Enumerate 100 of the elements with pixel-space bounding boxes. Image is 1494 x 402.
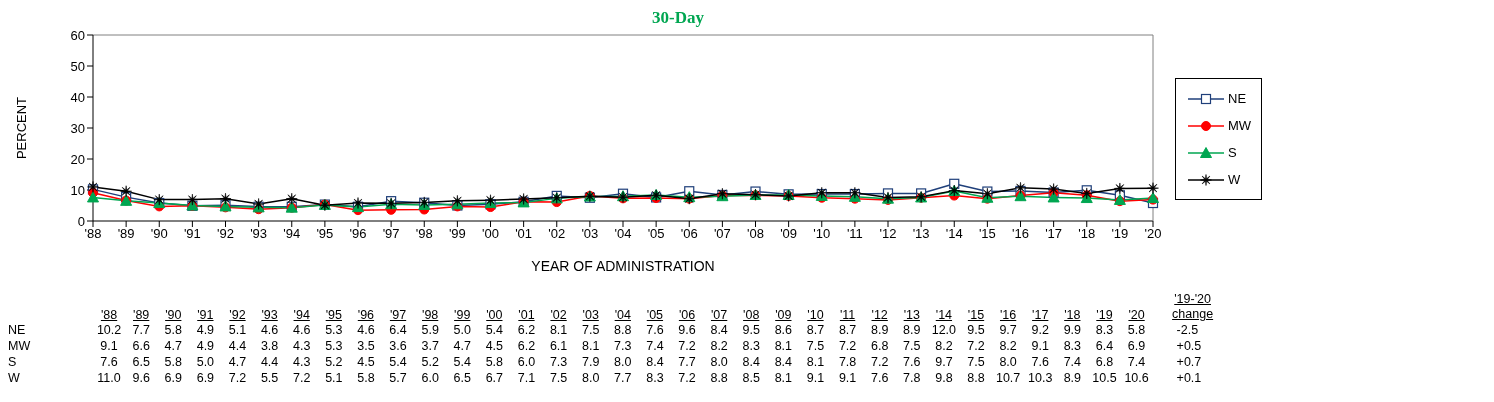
data-label: 9.6 <box>131 370 151 386</box>
data-label: 7.6 <box>1030 354 1050 370</box>
data-label: 8.0 <box>998 354 1018 370</box>
legend-label: MW <box>1228 118 1252 133</box>
x-tick-label: '89 <box>117 226 135 242</box>
x-tick-label: '05 <box>647 226 665 242</box>
data-label: 7.7 <box>131 322 151 338</box>
x-tick-label: '88 <box>84 226 102 242</box>
x-tick-label: '18 <box>1078 226 1096 242</box>
text: +0.5 <box>1175 338 1203 354</box>
data-label: 8.0 <box>581 370 601 386</box>
x-tick-label: '95 <box>316 226 334 242</box>
data-label: 7.3 <box>613 338 633 354</box>
data-label: 8.2 <box>998 338 1018 354</box>
x-tick-label: '97 <box>382 226 400 242</box>
text: W <box>8 371 20 385</box>
data-label: 5.8 <box>163 322 183 338</box>
category-label: '09 <box>775 308 792 322</box>
x-tick-label: '11 <box>846 226 863 242</box>
data-label: 12.0 <box>930 322 958 338</box>
data-label: 7.2 <box>677 370 697 386</box>
data-label: 4.9 <box>195 338 216 354</box>
category-label: '13 <box>903 308 920 322</box>
y-tick-label: 10 <box>70 182 85 198</box>
data-label: 3.5 <box>356 338 376 354</box>
data-label: 6.0 <box>516 354 537 370</box>
data-label: 8.1 <box>773 370 794 386</box>
data-label: 9.1 <box>805 370 826 386</box>
data-label: 7.7 <box>613 370 633 386</box>
data-label: 10.7 <box>994 370 1022 386</box>
data-label: 9.1 <box>99 338 119 354</box>
data-label: 10.5 <box>1091 370 1118 386</box>
text: NE <box>8 323 26 337</box>
y-axis-title: PERCENT <box>13 96 29 160</box>
x-tick-label: '96 <box>349 226 367 242</box>
data-label: 6.4 <box>388 322 408 338</box>
data-label: 7.5 <box>581 322 601 338</box>
data-label: 9.5 <box>966 322 986 338</box>
data-label: 4.7 <box>227 354 248 370</box>
data-label: 7.2 <box>292 370 312 386</box>
data-label: 8.1 <box>548 322 569 338</box>
y-tick-label: 0 <box>77 213 85 229</box>
y-tick-label: 50 <box>70 58 85 74</box>
category-label: '90 <box>165 308 182 322</box>
x-tick-label: '12 <box>879 226 897 242</box>
x-tick-label: '07 <box>713 226 731 242</box>
data-label: 7.7 <box>677 354 697 370</box>
data-label: 9.8 <box>934 370 954 386</box>
x-tick-label: '90 <box>150 226 168 242</box>
x-tick-label: '01 <box>515 226 533 242</box>
data-label: 4.3 <box>292 354 312 370</box>
data-label: 7.5 <box>902 338 922 354</box>
category-label: '95 <box>325 308 342 322</box>
data-label: 8.0 <box>709 354 729 370</box>
data-label: 7.6 <box>645 322 665 338</box>
data-label: 10.2 <box>95 322 123 338</box>
text: MW <box>8 339 31 353</box>
category-label: '06 <box>678 308 696 322</box>
x-tick-label: '19 <box>1111 226 1129 242</box>
data-label: 9.6 <box>677 322 697 338</box>
x-tick-label: '02 <box>548 226 566 242</box>
text: S <box>8 355 17 369</box>
data-label: 5.5 <box>259 370 280 386</box>
x-tick-label: '93 <box>250 226 268 242</box>
data-label: 8.8 <box>966 370 986 386</box>
data-label: 8.3 <box>1062 338 1083 354</box>
data-label: 7.1 <box>516 370 537 386</box>
data-label: 3.8 <box>259 338 280 354</box>
text: +0.1 <box>1175 370 1203 386</box>
x-tick-label: '98 <box>415 226 433 242</box>
data-label: 6.5 <box>452 370 472 386</box>
x-tick-label: '94 <box>283 226 301 242</box>
category-label: '08 <box>743 308 760 322</box>
data-label: 5.1 <box>324 370 344 386</box>
data-label: 7.6 <box>870 370 890 386</box>
category-label: '98 <box>422 308 439 322</box>
data-label: 5.4 <box>452 354 472 370</box>
y-tick-label: 20 <box>70 151 85 167</box>
category-label: '99 <box>454 308 471 322</box>
data-label: 9.7 <box>998 322 1018 338</box>
data-label: 4.6 <box>292 322 312 338</box>
category-label: '96 <box>357 308 375 322</box>
category-label: '11 <box>839 308 856 322</box>
x-tick-label: '91 <box>183 226 201 242</box>
category-label: '88 <box>100 308 118 322</box>
data-label: 5.3 <box>324 322 344 338</box>
category-label: '10 <box>807 308 824 322</box>
chart-title: 30-Day <box>651 8 705 28</box>
category-label: '93 <box>261 308 278 322</box>
data-label: 5.8 <box>356 370 376 386</box>
data-label: 7.2 <box>870 354 890 370</box>
category-label: '14 <box>935 308 953 322</box>
legend-label: NE <box>1228 91 1247 106</box>
text: +0.7 <box>1175 354 1203 370</box>
x-tick-label: '03 <box>581 226 599 242</box>
data-label: 7.2 <box>837 338 858 354</box>
category-label: '20 <box>1128 308 1145 322</box>
data-label: 4.4 <box>259 354 280 370</box>
category-label: '16 <box>999 308 1017 322</box>
data-label: 6.9 <box>1126 338 1147 354</box>
